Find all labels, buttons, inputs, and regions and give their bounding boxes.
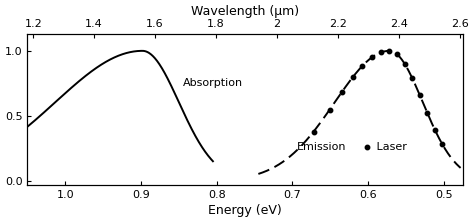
Text: Emission: Emission — [297, 142, 346, 152]
X-axis label: Energy (eV): Energy (eV) — [208, 204, 282, 217]
Text: Absorption: Absorption — [182, 78, 243, 88]
X-axis label: Wavelength (μm): Wavelength (μm) — [191, 5, 299, 18]
Text: Laser: Laser — [373, 142, 407, 152]
